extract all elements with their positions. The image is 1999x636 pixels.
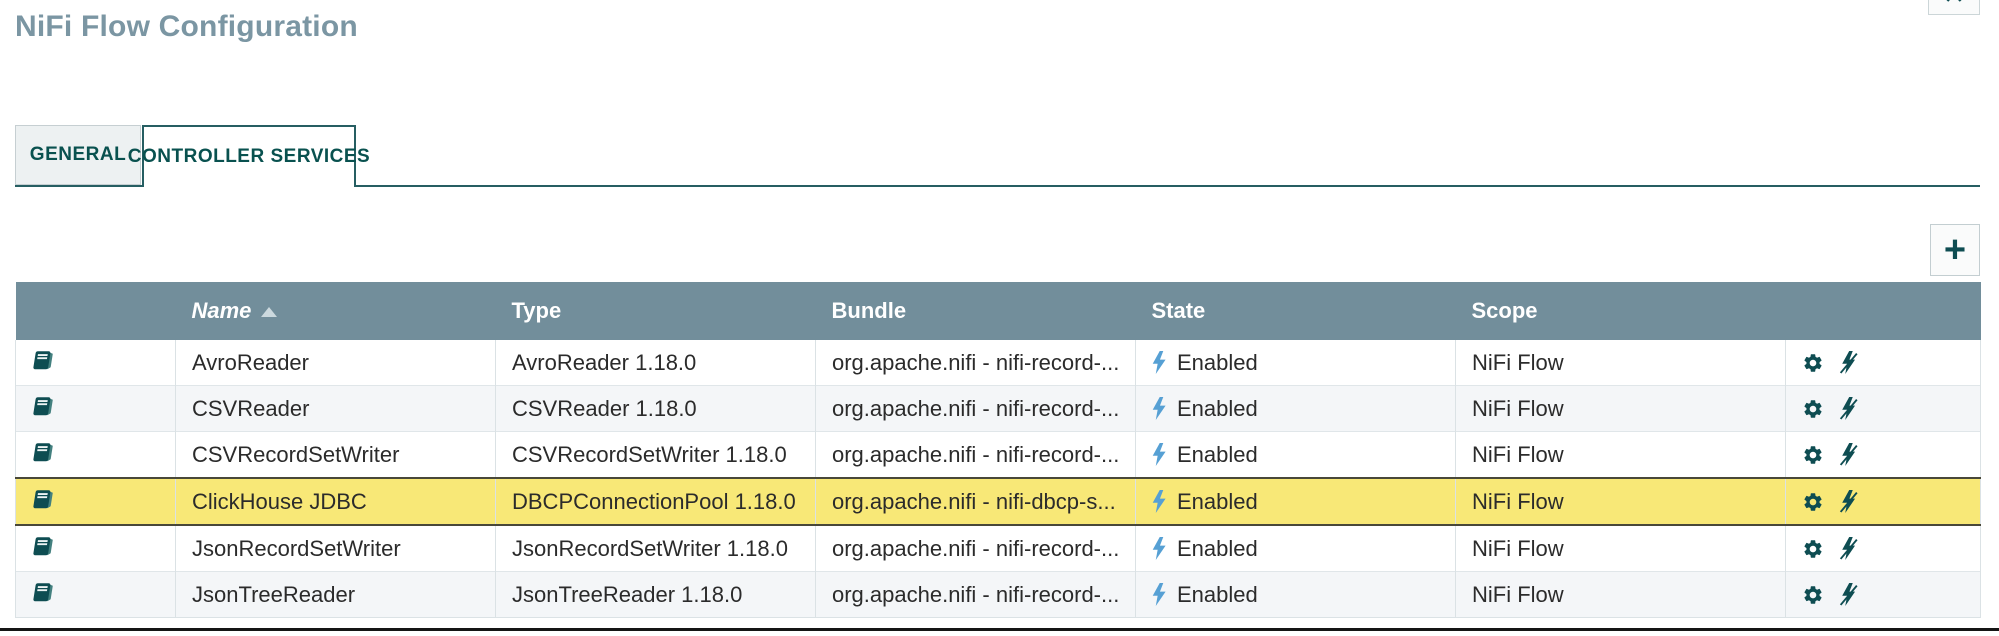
tab-controller-services-label: CONTROLLER SERVICES xyxy=(127,146,371,167)
enabled-bolt-icon xyxy=(1152,397,1166,420)
service-name: JsonTreeReader xyxy=(175,571,496,618)
usage-docs-icon[interactable] xyxy=(32,348,56,372)
column-header-type[interactable]: Type xyxy=(495,282,816,340)
table-header-row: Name Type Bundle State Scope xyxy=(15,282,1981,340)
usage-docs-icon[interactable] xyxy=(32,394,56,418)
table-row[interactable]: ClickHouse JDBC DBCPConnectionPool 1.18.… xyxy=(15,477,1981,526)
disable-bolt-slash-icon[interactable] xyxy=(1838,397,1860,420)
service-type: DBCPConnectionPool 1.18.0 xyxy=(495,477,816,526)
column-header-actions xyxy=(1785,282,1981,340)
usage-docs-icon[interactable] xyxy=(32,487,56,511)
service-scope: NiFi Flow xyxy=(1455,477,1786,526)
configure-gear-icon[interactable] xyxy=(1802,491,1824,513)
table-row[interactable]: JsonTreeReader JsonTreeReader 1.18.0 org… xyxy=(15,571,1981,618)
service-state: Enabled xyxy=(1177,395,1258,421)
service-type: CSVRecordSetWriter 1.18.0 xyxy=(495,431,816,478)
service-name: CSVRecordSetWriter xyxy=(175,431,496,478)
close-button[interactable]: ✕ xyxy=(1928,0,1980,15)
tab-general-label: GENERAL xyxy=(29,144,127,165)
disable-bolt-slash-icon[interactable] xyxy=(1838,490,1860,513)
service-scope: NiFi Flow xyxy=(1455,340,1786,386)
close-icon: ✕ xyxy=(1943,0,1965,10)
sort-ascending-icon xyxy=(261,307,278,318)
service-type: CSVReader 1.18.0 xyxy=(495,385,816,432)
service-state: Enabled xyxy=(1177,581,1258,607)
disable-bolt-slash-icon[interactable] xyxy=(1838,537,1860,560)
configure-gear-icon[interactable] xyxy=(1802,444,1824,466)
configure-gear-icon[interactable] xyxy=(1802,352,1824,374)
service-name: ClickHouse JDBC xyxy=(175,477,496,526)
service-state: Enabled xyxy=(1177,488,1258,514)
service-state: Enabled xyxy=(1177,535,1258,561)
table-row[interactable]: JsonRecordSetWriter JsonRecordSetWriter … xyxy=(15,524,1981,572)
dialog-bottom-border xyxy=(0,628,1999,631)
add-controller-service-button[interactable]: + xyxy=(1930,224,1980,276)
enabled-bolt-icon xyxy=(1152,490,1166,513)
enabled-bolt-icon xyxy=(1152,537,1166,560)
usage-docs-icon[interactable] xyxy=(32,440,56,464)
enabled-bolt-icon xyxy=(1152,583,1166,606)
configure-gear-icon[interactable] xyxy=(1802,584,1824,606)
disable-bolt-slash-icon[interactable] xyxy=(1838,351,1860,374)
column-header-state[interactable]: State xyxy=(1135,282,1456,340)
page-title: NiFi Flow Configuration xyxy=(15,10,358,43)
service-state: Enabled xyxy=(1177,349,1258,375)
usage-docs-icon[interactable] xyxy=(32,534,56,558)
service-bundle: org.apache.nifi - nifi-record-... xyxy=(815,571,1136,618)
disable-bolt-slash-icon[interactable] xyxy=(1838,443,1860,466)
service-bundle: org.apache.nifi - nifi-record-... xyxy=(815,524,1136,572)
enabled-bolt-icon xyxy=(1152,443,1166,466)
service-type: JsonTreeReader 1.18.0 xyxy=(495,571,816,618)
tab-controller-services[interactable]: CONTROLLER SERVICES xyxy=(128,125,370,187)
disable-bolt-slash-icon[interactable] xyxy=(1838,583,1860,606)
column-header-icon xyxy=(15,282,176,340)
service-bundle: org.apache.nifi - nifi-record-... xyxy=(815,340,1136,386)
controller-services-table: Name Type Bundle State Scope xyxy=(15,282,1981,618)
enabled-bolt-icon xyxy=(1152,351,1166,374)
service-type: JsonRecordSetWriter 1.18.0 xyxy=(495,524,816,572)
service-scope: NiFi Flow xyxy=(1455,571,1786,618)
table-row[interactable]: AvroReader AvroReader 1.18.0 org.apache.… xyxy=(15,340,1981,386)
configure-gear-icon[interactable] xyxy=(1802,398,1824,420)
table-row[interactable]: CSVRecordSetWriter CSVRecordSetWriter 1.… xyxy=(15,431,1981,478)
tab-general[interactable]: GENERAL xyxy=(15,125,141,185)
service-bundle: org.apache.nifi - nifi-dbcp-s... xyxy=(815,477,1136,526)
service-scope: NiFi Flow xyxy=(1455,431,1786,478)
service-type: AvroReader 1.18.0 xyxy=(495,340,816,386)
service-bundle: org.apache.nifi - nifi-record-... xyxy=(815,385,1136,432)
service-state: Enabled xyxy=(1177,441,1258,467)
column-header-bundle[interactable]: Bundle xyxy=(815,282,1136,340)
service-name: JsonRecordSetWriter xyxy=(175,524,496,572)
column-header-name[interactable]: Name xyxy=(175,282,496,340)
tab-underline xyxy=(15,185,1980,187)
configure-gear-icon[interactable] xyxy=(1802,538,1824,560)
service-name: AvroReader xyxy=(175,340,496,386)
service-bundle: org.apache.nifi - nifi-record-... xyxy=(815,431,1136,478)
usage-docs-icon[interactable] xyxy=(32,580,56,604)
column-header-scope[interactable]: Scope xyxy=(1455,282,1786,340)
service-scope: NiFi Flow xyxy=(1455,524,1786,572)
service-name: CSVReader xyxy=(175,385,496,432)
table-row[interactable]: CSVReader CSVReader 1.18.0 org.apache.ni… xyxy=(15,385,1981,432)
service-scope: NiFi Flow xyxy=(1455,385,1786,432)
